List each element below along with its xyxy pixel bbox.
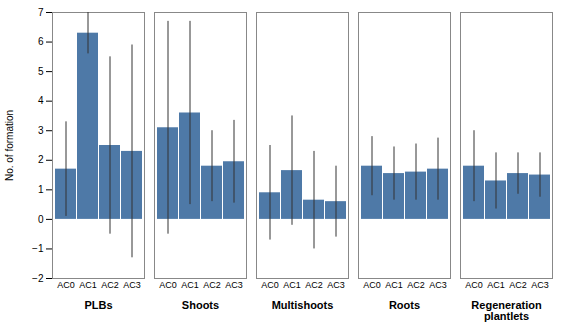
svg-text:AC3: AC3 (531, 280, 549, 290)
svg-text:AC1: AC1 (385, 280, 403, 290)
svg-text:AC2: AC2 (407, 280, 425, 290)
svg-text:3: 3 (38, 125, 44, 136)
svg-text:AC0: AC0 (261, 280, 279, 290)
svg-text:AC2: AC2 (509, 280, 527, 290)
svg-text:Shoots: Shoots (182, 299, 219, 311)
svg-text:AC0: AC0 (363, 280, 381, 290)
svg-text:AC3: AC3 (327, 280, 345, 290)
svg-text:5: 5 (38, 66, 44, 77)
svg-text:No. of formation: No. of formation (4, 110, 15, 181)
svg-text:AC1: AC1 (79, 280, 97, 290)
svg-text:AC0: AC0 (57, 280, 75, 290)
svg-text:4: 4 (38, 95, 44, 106)
svg-text:AC0: AC0 (465, 280, 483, 290)
svg-text:AC2: AC2 (203, 280, 221, 290)
svg-text:AC2: AC2 (101, 280, 119, 290)
svg-text:AC3: AC3 (123, 280, 141, 290)
svg-text:Regenerationplantlets: Regenerationplantlets (471, 299, 542, 322)
svg-text:Multishoots: Multishoots (272, 299, 334, 311)
svg-text:PLBs: PLBs (84, 299, 112, 311)
svg-text:7: 7 (38, 7, 44, 18)
svg-text:AC3: AC3 (429, 280, 447, 290)
svg-text:AC2: AC2 (305, 280, 323, 290)
svg-text:AC1: AC1 (181, 280, 199, 290)
svg-text:1: 1 (38, 184, 44, 195)
svg-text:2: 2 (38, 154, 44, 165)
svg-text:6: 6 (38, 36, 44, 47)
svg-text:−1: −1 (32, 243, 44, 254)
svg-text:AC1: AC1 (487, 280, 505, 290)
svg-text:Roots: Roots (389, 299, 420, 311)
svg-text:AC3: AC3 (225, 280, 243, 290)
svg-text:AC0: AC0 (159, 280, 177, 290)
svg-text:AC1: AC1 (283, 280, 301, 290)
svg-text:−2: −2 (32, 273, 44, 284)
svg-text:0: 0 (38, 214, 44, 225)
